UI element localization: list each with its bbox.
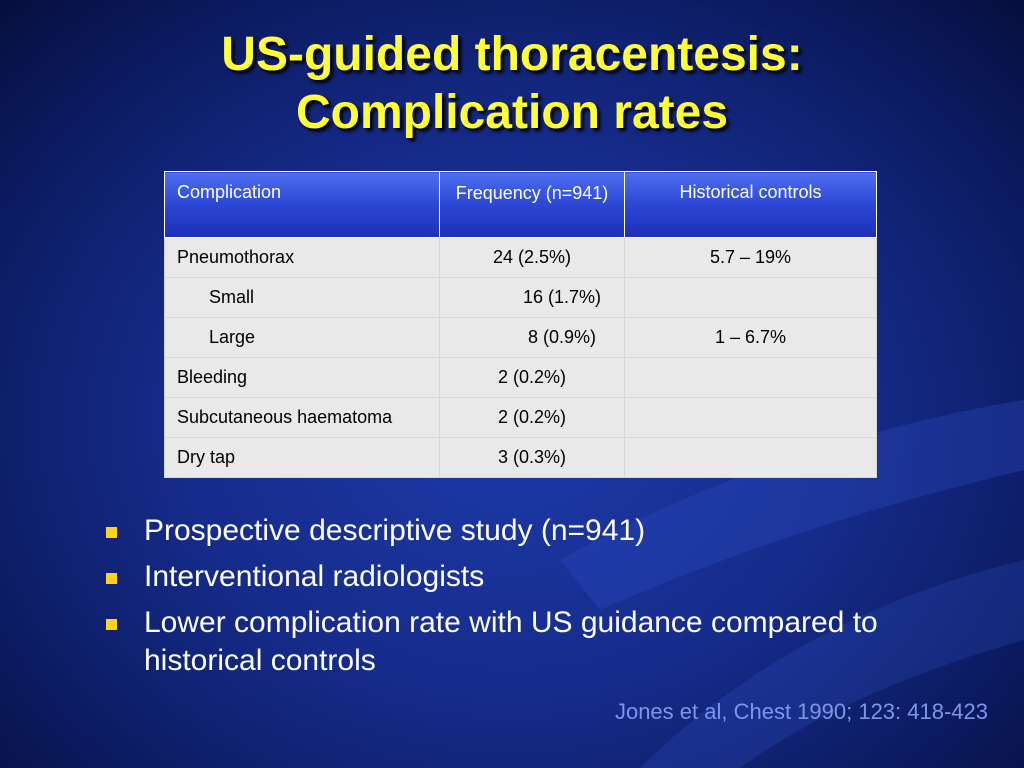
header-frequency: Frequency (n=941) (439, 171, 625, 238)
list-item: Prospective descriptive study (n=941) (100, 512, 1000, 550)
table-row: Subcutaneous haematoma 2 (0.2%) (164, 397, 877, 438)
table-row: Dry tap 3 (0.3%) (164, 437, 877, 478)
slide-title-line-2: Complication rates (295, 86, 729, 139)
row-frequency: 2 (0.2%) (497, 367, 567, 387)
row-historical: 5.7 – 19% (709, 247, 792, 267)
citation: Jones et al, Chest 1990; 123: 418-423 (614, 699, 988, 724)
table-row: Small 16 (1.7%) (164, 277, 877, 318)
row-complication: Large (209, 327, 256, 347)
row-complication: Pneumothorax (177, 247, 295, 267)
table-header-row: Complication Frequency (n=941) Historica… (164, 171, 877, 238)
table-row: Bleeding 2 (0.2%) (164, 357, 877, 398)
bullet-list: Prospective descriptive study (n=941) In… (100, 512, 1000, 688)
header-historical-controls: Historical controls (624, 171, 877, 238)
table-row: Pneumothorax 24 (2.5%) 5.7 – 19% (164, 237, 877, 278)
header-complication: Complication (164, 171, 440, 238)
slide-title-line-1: US-guided thoracentesis: (221, 28, 803, 81)
square-bullet-icon (106, 573, 117, 584)
bullet-text: Interventional radiologists (144, 560, 485, 593)
slide-title: US-guided thoracentesis: Complication ra… (0, 26, 1024, 142)
row-frequency: 3 (0.3%) (497, 447, 567, 467)
row-complication: Subcutaneous haematoma (177, 407, 393, 427)
list-item: Interventional radiologists (100, 558, 1000, 596)
row-historical: 1 – 6.7% (714, 327, 787, 347)
row-frequency: 2 (0.2%) (497, 407, 567, 427)
square-bullet-icon (106, 527, 117, 538)
row-frequency: 8 (0.9%) (527, 327, 597, 347)
row-frequency: 16 (1.7%) (522, 287, 602, 307)
complication-table: Complication Frequency (n=941) Historica… (164, 171, 877, 478)
table-row: Large 8 (0.9%) 1 – 6.7% (164, 317, 877, 358)
list-item: Lower complication rate with US guidance… (100, 604, 1000, 680)
row-complication: Dry tap (177, 447, 236, 467)
square-bullet-icon (106, 619, 117, 630)
row-complication: Small (209, 287, 255, 307)
bullet-text: Lower complication rate with US guidance… (144, 606, 878, 677)
row-complication: Bleeding (177, 367, 248, 387)
row-frequency: 24 (2.5%) (492, 247, 572, 267)
bullet-text: Prospective descriptive study (n=941) (144, 514, 646, 547)
